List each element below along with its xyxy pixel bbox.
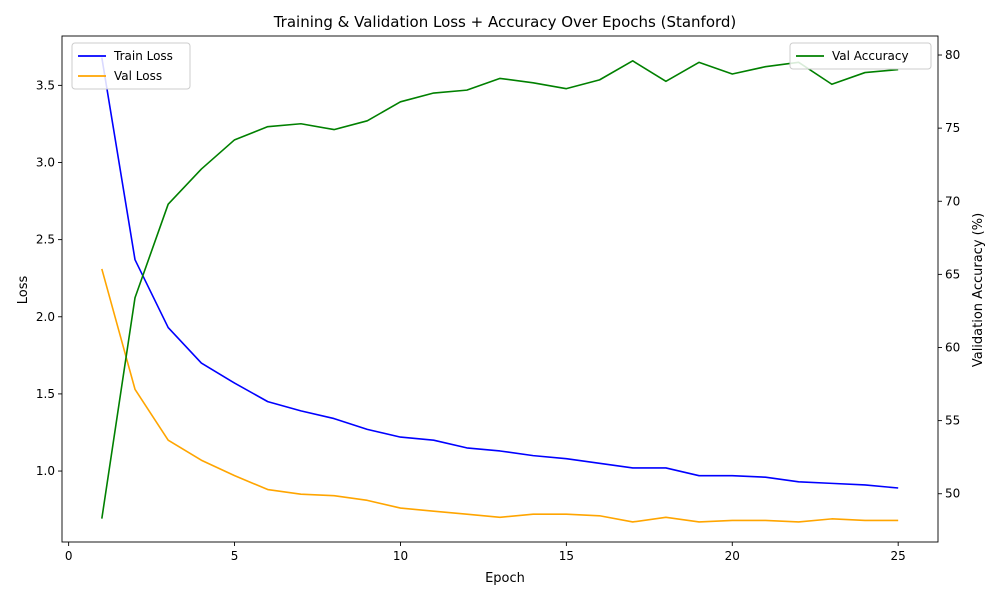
legend-box: [789, 42, 932, 70]
legend-entry-label: Val Loss: [114, 69, 162, 83]
y-right-tick-label: 60: [945, 340, 960, 354]
legend-right: Val Accuracy: [789, 42, 932, 70]
x-tick-label: 0: [65, 549, 73, 563]
chart-title: Training & Validation Loss + Accuracy Ov…: [273, 13, 737, 31]
y-right-tick-label: 55: [945, 414, 960, 428]
legend-left: Train Loss Val Loss: [71, 42, 191, 90]
y-left-tick-label: 1.5: [36, 387, 55, 401]
y-right-tick-label: 75: [945, 121, 960, 135]
y-right-tick-label: 70: [945, 194, 960, 208]
x-tick-label: 25: [891, 549, 906, 563]
x-axis-label: Epoch: [485, 571, 525, 586]
x-tick-label: 10: [393, 549, 408, 563]
y-left-tick-label: 3.0: [36, 156, 55, 170]
y-right-tick-label: 50: [945, 487, 960, 501]
series-line-val-loss: [101, 268, 899, 523]
plot-area: [101, 57, 899, 523]
x-tick-label: 15: [559, 549, 574, 563]
series-line-val-accuracy: [101, 60, 899, 519]
legend-box: [71, 42, 191, 90]
series-line-train-loss: [101, 57, 899, 489]
y-axis-left-label: Loss: [16, 276, 31, 305]
y-right-tick-label: 80: [945, 48, 960, 62]
y-left-tick-label: 3.5: [36, 78, 55, 92]
plot-frame: [61, 35, 939, 543]
axes: 0 5 10 15 20 25 1.0 1.5 2.0 2.5 3.0 3.5 50 55 60 65 70 75…: [36, 35, 960, 563]
y-right-tick-label: 65: [945, 267, 960, 281]
x-tick-label: 20: [725, 549, 740, 563]
y-left-tick-label: 2.0: [36, 310, 55, 324]
y-left-tick-label: 2.5: [36, 233, 55, 247]
legend-entry-label: Train Loss: [113, 49, 173, 63]
y-left-tick-label: 1.0: [36, 464, 55, 478]
legend-entry-label: Val Accuracy: [832, 49, 909, 63]
x-tick-label: 5: [231, 549, 239, 563]
y-axis-right-label: Validation Accuracy (%): [971, 213, 986, 367]
